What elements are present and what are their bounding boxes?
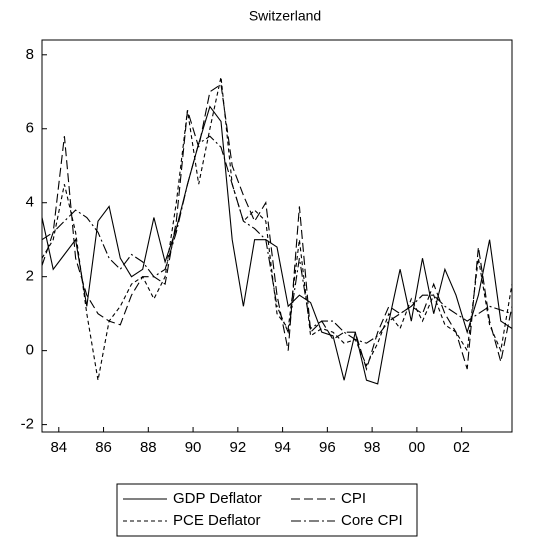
x-tick-label: 84 [50, 439, 67, 456]
x-tick-label: 94 [274, 439, 291, 456]
y-tick-label: 0 [26, 342, 34, 359]
x-tick-label: 86 [95, 439, 112, 456]
series-line [41, 76, 513, 381]
x-tick-label: 88 [140, 439, 157, 456]
y-tick-label: 4 [26, 194, 34, 211]
x-tick-label: 90 [185, 439, 202, 456]
plot-frame [41, 39, 513, 433]
series-line [41, 83, 513, 371]
series-line [41, 105, 513, 385]
x-tick-label: 02 [453, 439, 470, 456]
y-tick-label: 2 [26, 268, 34, 285]
legend-label: CPI [341, 490, 366, 507]
x-tick-label: 00 [409, 439, 426, 456]
legend-box [116, 483, 418, 537]
x-tick-label: 92 [229, 439, 246, 456]
legend-label: Core CPI [341, 512, 403, 529]
legend-label: GDP Deflator [173, 490, 262, 507]
x-tick-label: 96 [319, 439, 336, 456]
y-tick-label: -2 [21, 416, 34, 433]
x-tick-label: 98 [364, 439, 381, 456]
chart-title: Switzerland [249, 8, 321, 24]
y-tick-label: 6 [26, 120, 34, 137]
series-line [41, 135, 513, 344]
legend-label: PCE Deflator [173, 512, 261, 529]
y-tick-label: 8 [26, 46, 34, 63]
